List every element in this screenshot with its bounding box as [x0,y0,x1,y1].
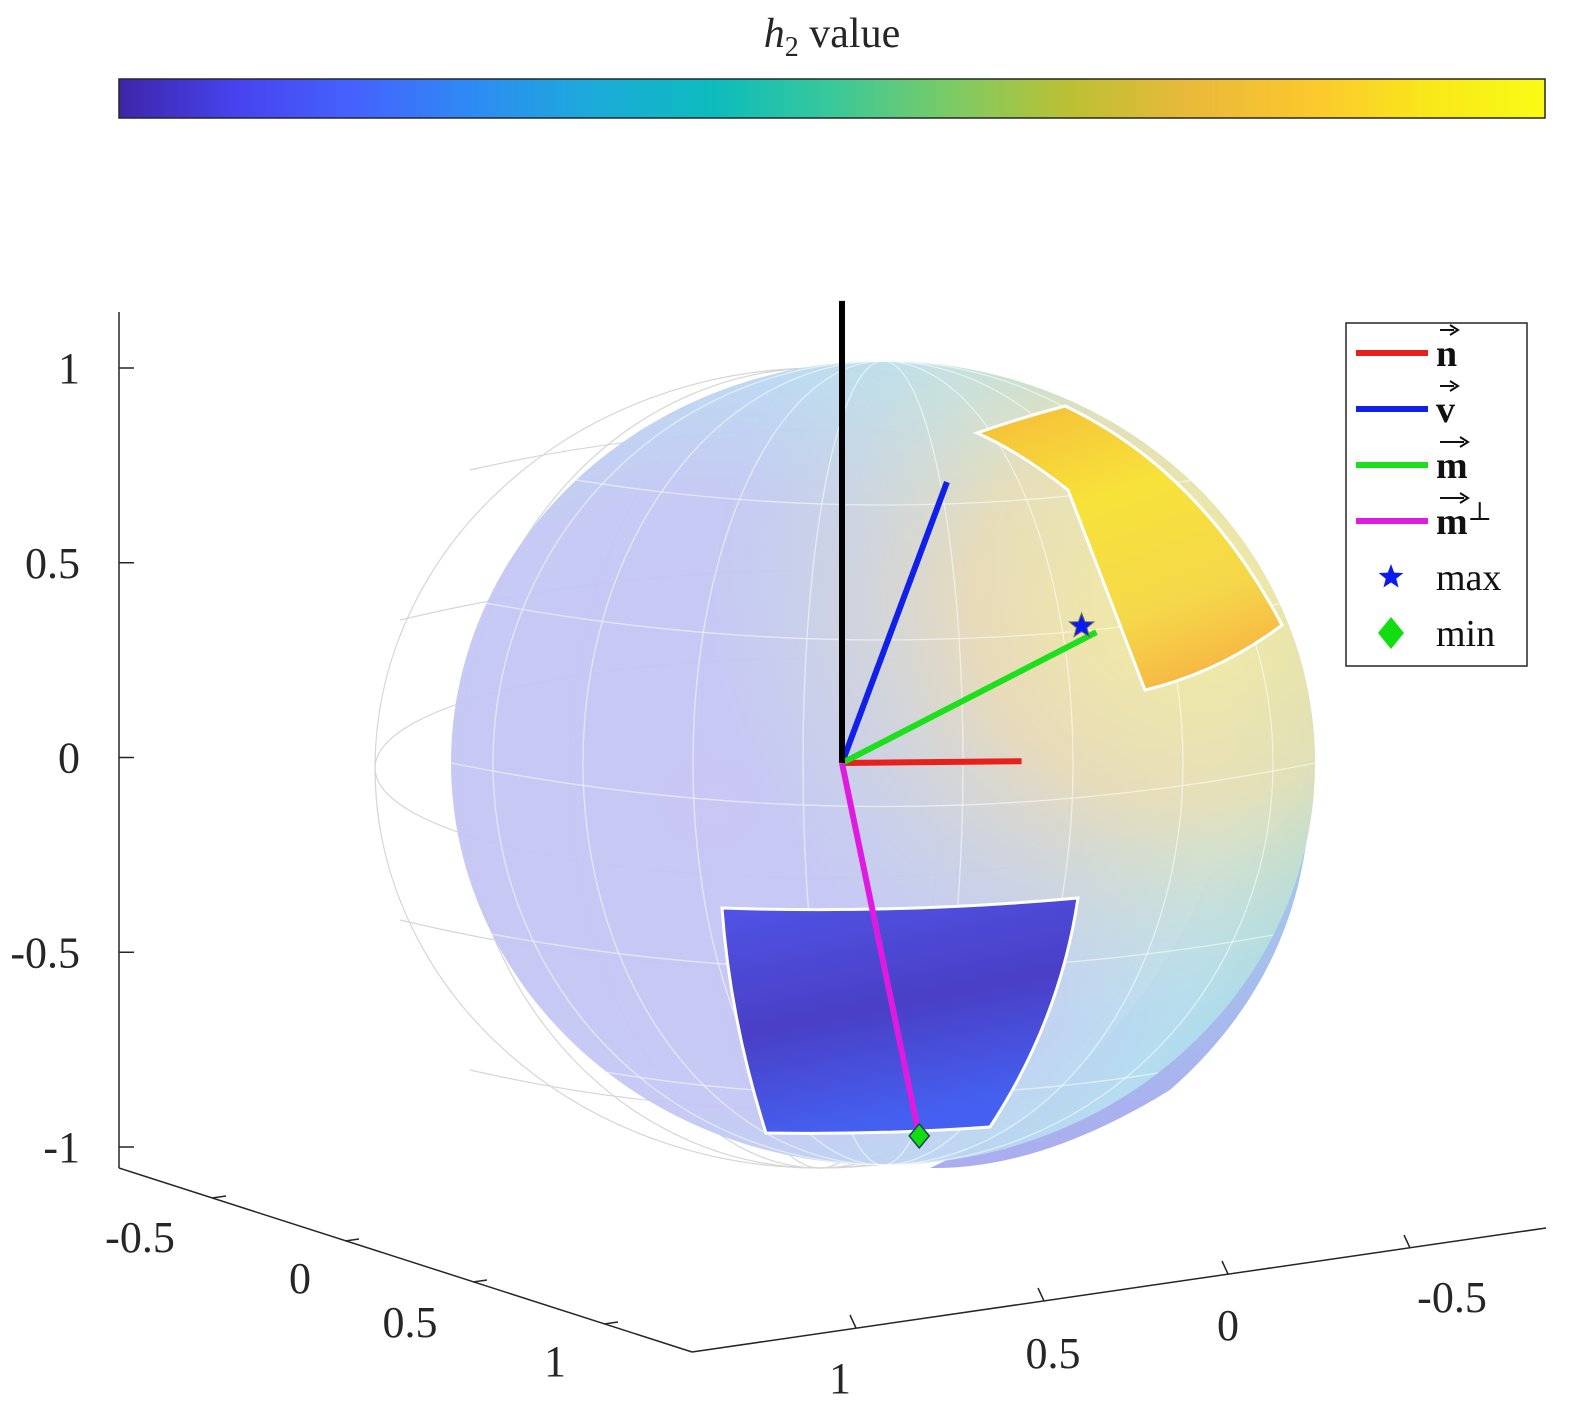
vector-m [840,629,1098,766]
legend-label: min [1436,613,1495,655]
left-tick-label: 1 [544,1337,566,1386]
legend-label: max [1436,557,1501,599]
legend-box [1345,322,1528,667]
left-tick-label: 0 [289,1254,311,1303]
right-axis-line [691,1227,1547,1353]
legend-vector-arrowhead [1449,324,1460,336]
right-tick-label: 0.5 [1026,1329,1081,1378]
legend-label: m⊥ [1436,497,1492,543]
left-tick-mark [472,1279,488,1283]
right-tick-label: 0 [1217,1301,1239,1350]
max-marker [1067,611,1096,638]
vector-group [839,300,1098,1137]
vector-v [839,481,950,765]
right-tick-mark [1221,1260,1229,1275]
vector-m-perp [839,762,923,1137]
min-marker [908,1122,931,1150]
colorbar-gradient [118,78,1546,119]
legend-label: v [1436,389,1455,431]
legend: nvm m⊥ max min [1345,322,1528,667]
right-tick-mark [849,1314,857,1329]
legend-vector-arrowhead [1459,492,1470,504]
marker-group [908,611,1096,1150]
axes [118,312,1547,1353]
z-tick-label: -1 [43,1123,80,1172]
legend-vector-arrowhead [1459,436,1470,448]
vector-n [841,758,1022,766]
right-tick-mark [1403,1234,1411,1249]
colorbar: h2 value [118,11,1546,119]
legend-label: n [1436,333,1457,375]
z-tick-group: 1 0.5 0 -0.5 -1 [10,344,134,1172]
right-tick-label: 1 [829,1354,851,1403]
min-region-patch [720,896,1080,1135]
z-tick-label: 1 [58,344,80,393]
left-tick-mark [211,1195,227,1199]
z-tick-label: 0 [58,734,80,783]
right-tick-mark [1037,1287,1045,1302]
legend-swatch [1378,564,1404,588]
z-tick-label: 0.5 [25,539,80,588]
max-region-patch [972,404,1284,692]
right-tick-label: -0.5 [1417,1273,1487,1322]
legend-label: m [1436,445,1468,487]
left-tick-mark [344,1238,360,1242]
left-tick-group: -0.5 0 0.5 1 [105,1195,619,1386]
legend-swatch [1378,617,1404,649]
left-axis-line [118,1167,693,1353]
right-tick-group: 1 0.5 0 -0.5 [829,1234,1487,1403]
z-tick-label: -0.5 [10,928,80,977]
left-tick-mark [603,1321,619,1325]
colorbar-title: h2 value [764,11,900,63]
left-tick-label: 0.5 [383,1298,438,1347]
left-tick-label: -0.5 [105,1213,175,1262]
legend-vector-arrowhead [1449,380,1460,392]
